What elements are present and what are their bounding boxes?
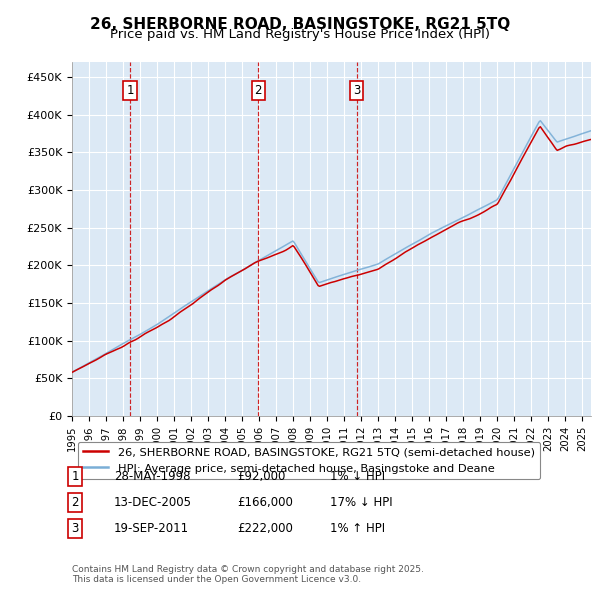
Text: 26, SHERBORNE ROAD, BASINGSTOKE, RG21 5TQ: 26, SHERBORNE ROAD, BASINGSTOKE, RG21 5T…: [90, 17, 510, 31]
Text: 2: 2: [71, 496, 79, 509]
Text: 2: 2: [254, 84, 262, 97]
Text: 1: 1: [126, 84, 134, 97]
Text: Price paid vs. HM Land Registry's House Price Index (HPI): Price paid vs. HM Land Registry's House …: [110, 28, 490, 41]
Text: £166,000: £166,000: [237, 496, 293, 509]
Text: 1% ↓ HPI: 1% ↓ HPI: [330, 470, 385, 483]
Text: 1% ↑ HPI: 1% ↑ HPI: [330, 522, 385, 535]
Text: Contains HM Land Registry data © Crown copyright and database right 2025.
This d: Contains HM Land Registry data © Crown c…: [72, 565, 424, 584]
Legend: 26, SHERBORNE ROAD, BASINGSTOKE, RG21 5TQ (semi-detached house), HPI: Average pr: 26, SHERBORNE ROAD, BASINGSTOKE, RG21 5T…: [77, 441, 540, 479]
Text: £222,000: £222,000: [237, 522, 293, 535]
Text: 3: 3: [353, 84, 360, 97]
Text: 17% ↓ HPI: 17% ↓ HPI: [330, 496, 392, 509]
Text: 13-DEC-2005: 13-DEC-2005: [114, 496, 192, 509]
Text: 28-MAY-1998: 28-MAY-1998: [114, 470, 191, 483]
Text: 19-SEP-2011: 19-SEP-2011: [114, 522, 189, 535]
Text: 1: 1: [71, 470, 79, 483]
Text: £92,000: £92,000: [237, 470, 286, 483]
Text: 3: 3: [71, 522, 79, 535]
